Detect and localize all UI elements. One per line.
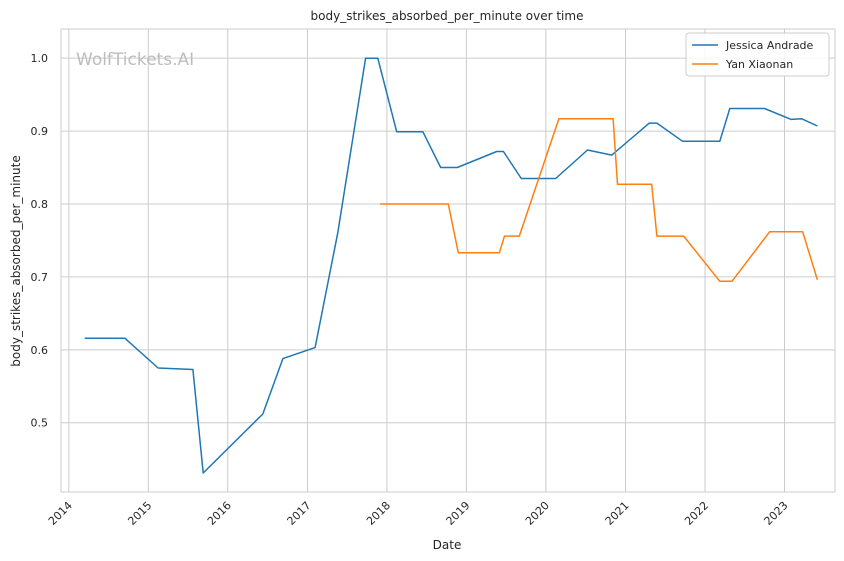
series-line-yan-xiaonan xyxy=(380,117,819,283)
y-tick-label-0-9: 0.9 xyxy=(31,125,49,138)
legend-label-jessica-andrade: Jessica Andrade xyxy=(725,39,814,52)
legend-box xyxy=(685,32,830,77)
y-axis-tick-labels: 0.5 0.6 0.7 0.8 0.9 1.0 xyxy=(31,52,49,430)
watermark-text: WolfTickets.AI xyxy=(76,50,194,70)
y-axis-title: body_strikes_absorbed_per_minute xyxy=(9,155,23,366)
y-tick-label-0-8: 0.8 xyxy=(31,198,49,211)
series-line-jessica-andrade xyxy=(84,57,818,474)
y-tick-label-0-5: 0.5 xyxy=(31,417,49,430)
legend-label-yan-xiaonan: Yan Xiaonan xyxy=(725,58,793,71)
y-tick-label-0-6: 0.6 xyxy=(31,344,49,357)
y-tick-label-1-0: 1.0 xyxy=(31,52,49,65)
plot-frame xyxy=(60,28,836,493)
y-tick-label-0-7: 0.7 xyxy=(31,271,49,284)
chart-title: body_strikes_absorbed_per_minute over ti… xyxy=(311,9,584,23)
x-axis-tick-labels: 2014 2015 2016 2017 2018 2019 2020 2021 2022 2023 xyxy=(46,499,791,528)
legend: Jessica Andrade Yan Xiaonan xyxy=(685,32,830,77)
x-axis-title: Date xyxy=(433,538,462,552)
series-layer xyxy=(84,57,819,474)
